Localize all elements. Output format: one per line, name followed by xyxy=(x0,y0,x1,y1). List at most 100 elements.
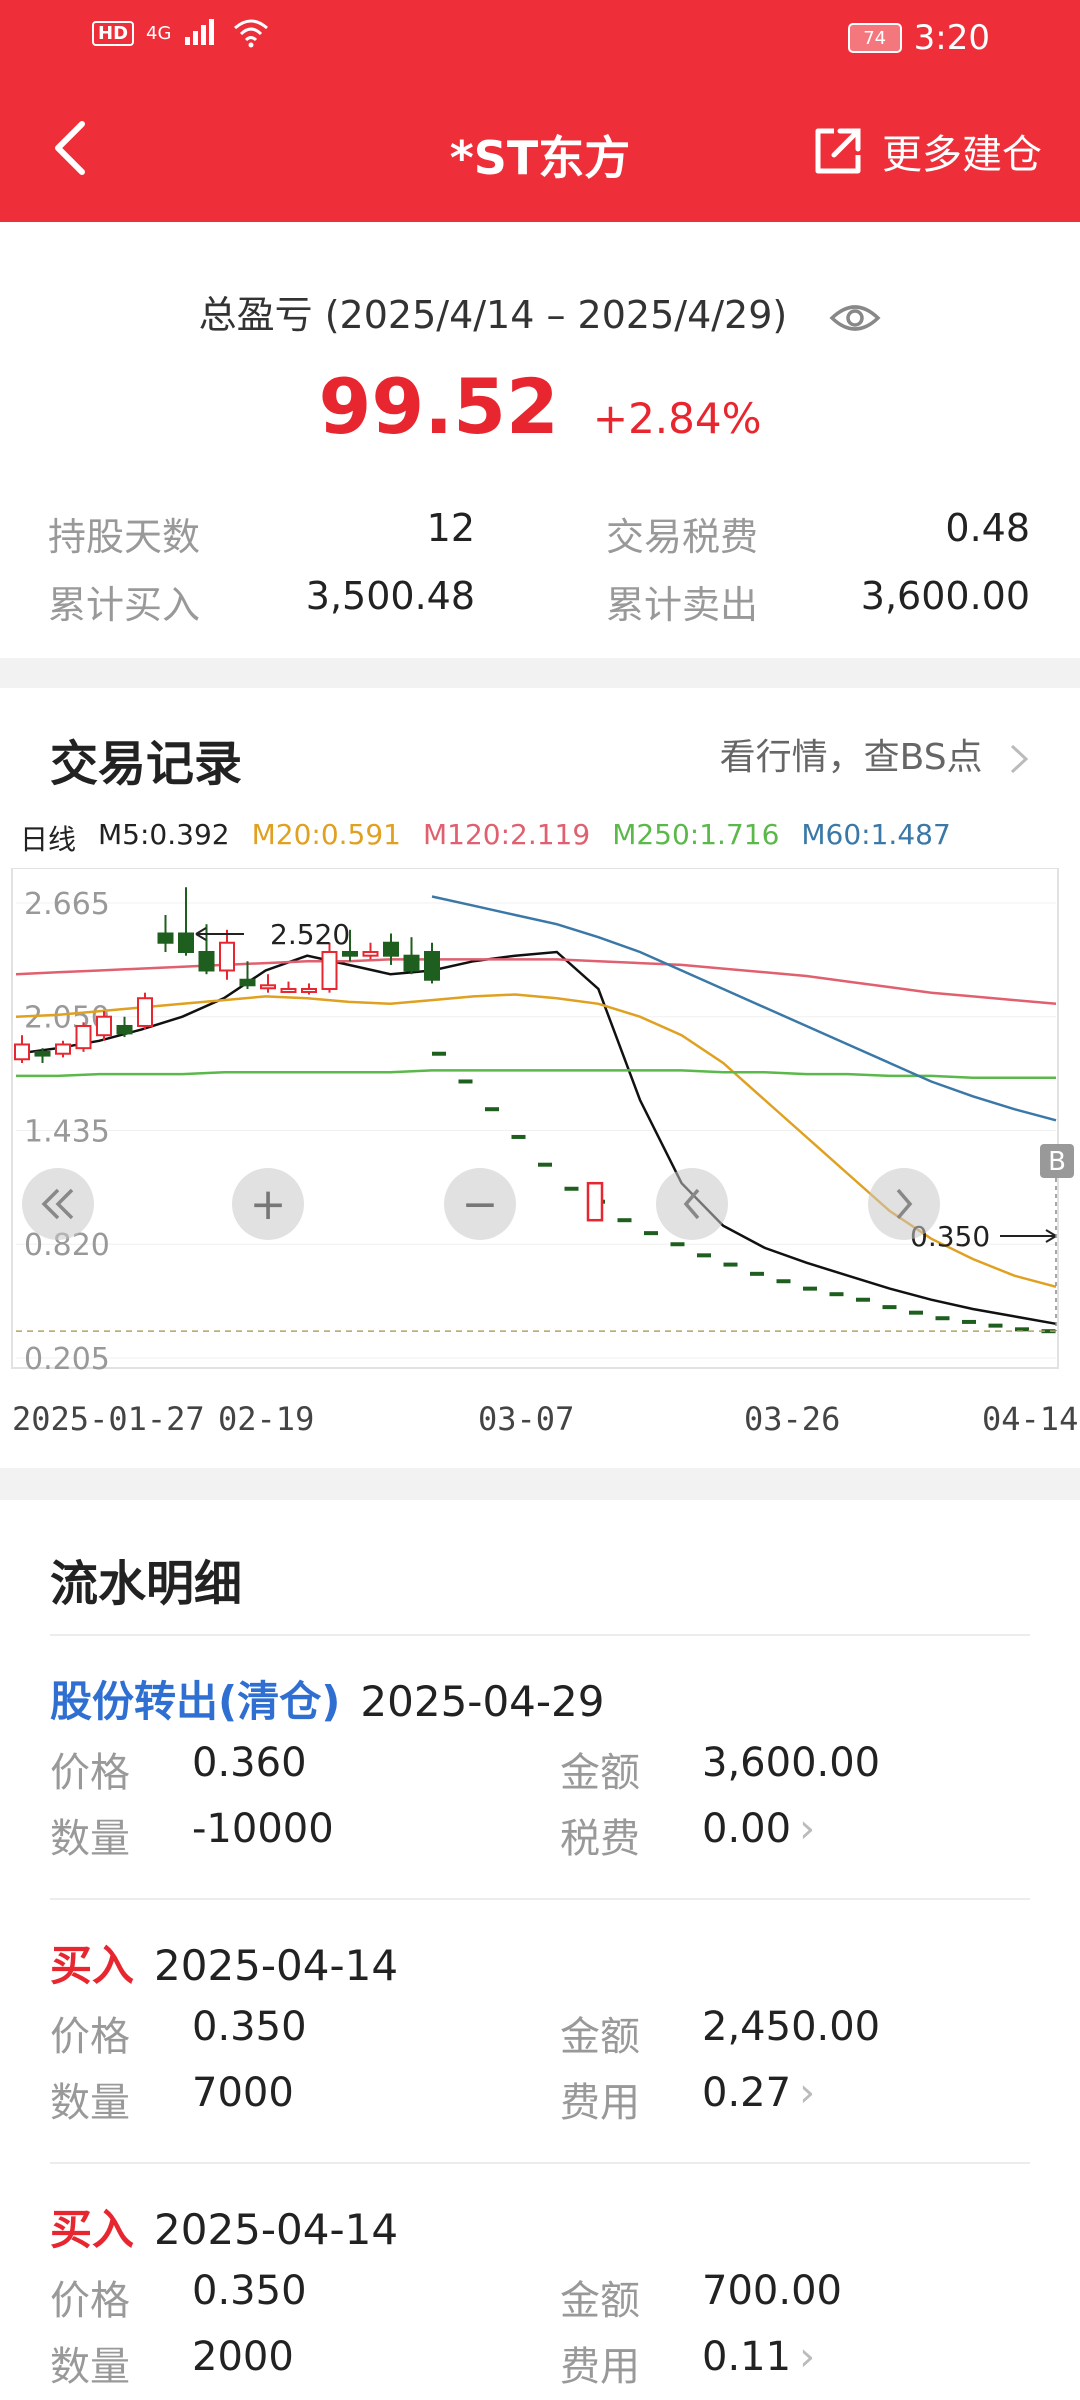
fee-detail[interactable]: 0.11 › xyxy=(702,2334,815,2380)
pl-display: 99.52 +2.84% xyxy=(0,362,1080,451)
ma-line-m120 xyxy=(15,958,1057,1006)
fee-label: 税费 xyxy=(560,1816,640,1862)
buy-marker-label: B xyxy=(1048,1147,1066,1177)
divider xyxy=(50,2162,1030,2164)
flow-date: 2025-04-29 xyxy=(360,1677,605,1726)
flow-date: 2025-04-14 xyxy=(154,2205,399,2254)
amount-value: 3,600.00 xyxy=(702,1740,881,1786)
signal-icon xyxy=(185,19,215,45)
scroll-right-button[interactable] xyxy=(868,1168,940,1240)
price-value: 0.350 xyxy=(192,2268,307,2314)
candle xyxy=(14,1043,30,1061)
battery-level: 74 xyxy=(863,27,887,49)
status-left: HD 4G xyxy=(92,18,271,48)
y-tick-label: 2.050 xyxy=(24,1001,110,1036)
more-build-button[interactable]: 更多建仓 xyxy=(810,122,1042,180)
candle xyxy=(34,1050,51,1057)
network-label: 4G xyxy=(146,22,172,44)
clock: 3:20 xyxy=(913,18,990,58)
chevron-right-icon: › xyxy=(799,2334,816,2380)
x-tick-5: 04-14 xyxy=(982,1400,1079,1438)
stat-label-tax: 交易税费 xyxy=(606,515,759,559)
chevron-right-icon: › xyxy=(799,2070,816,2116)
y-tick-label: 0.205 xyxy=(24,1342,110,1377)
candle xyxy=(219,941,235,972)
x-tick-4: 03-26 xyxy=(744,1400,841,1438)
price-value: 0.350 xyxy=(192,2004,307,2050)
y-tick-label: 1.435 xyxy=(24,1114,110,1149)
flow-entry[interactable]: 股份转出(清仓) 2025-04-29 xyxy=(50,1668,1030,1729)
y-tick-label: 2.665 xyxy=(24,887,110,922)
ma-m20: M20:0.591 xyxy=(251,818,401,851)
stat-value-total-sell: 3,600.00 xyxy=(860,574,1030,618)
pl-percent: +2.84% xyxy=(592,394,762,443)
candle xyxy=(116,1024,133,1035)
share-icon xyxy=(815,128,861,174)
candle xyxy=(342,950,358,957)
amount-label: 金额 xyxy=(560,2014,640,2060)
zoom-in-button[interactable]: + xyxy=(232,1168,304,1240)
top-bar: HD 4G 74 3:20 *ST东方 更多建仓 xyxy=(0,0,1080,222)
status-right: 74 3:20 xyxy=(847,18,990,58)
view-market-label: 看行情，查BS点 xyxy=(719,737,983,778)
candle xyxy=(321,950,338,990)
high-arrow-head xyxy=(195,927,207,941)
candle xyxy=(301,987,317,993)
hd-icon: HD xyxy=(92,20,135,46)
fee-detail[interactable]: 0.00 › xyxy=(702,1806,815,1852)
zoom-out-button[interactable]: − xyxy=(444,1168,516,1240)
stat-label-total-sell: 累计卖出 xyxy=(606,583,759,627)
stat-label-total-buy: 累计买入 xyxy=(48,583,201,627)
scroll-left-button[interactable] xyxy=(656,1168,728,1240)
fee-value: 0.27 xyxy=(702,2070,792,2116)
candle xyxy=(239,978,256,987)
ma-daily: 日线 xyxy=(20,823,77,856)
candle xyxy=(157,932,174,944)
qty-value: 7000 xyxy=(192,2070,294,2116)
fee-detail[interactable]: 0.27 › xyxy=(702,2070,815,2116)
flow-detail-card: 流水明细 股份转出(清仓) 2025-04-29 价格 0.360 金额 3,60… xyxy=(0,1500,1080,2400)
summary-card: 总盈亏 (2025/4/14 – 2025/4/29) 99.52 +2.84% … xyxy=(0,222,1080,658)
flow-type: 买入 xyxy=(50,1941,135,1990)
candle xyxy=(424,950,440,981)
qty-value: 2000 xyxy=(192,2334,294,2380)
minus-icon: − xyxy=(461,1178,499,1230)
flow-entry-head: 股份转出(清仓) 2025-04-29 xyxy=(50,1668,1030,1729)
flow-entry[interactable]: 买入 2025-04-14 xyxy=(50,2196,1030,2257)
view-market-link[interactable]: 看行情，查BS点 xyxy=(720,728,1030,780)
flow-entry-head: 买入 2025-04-14 xyxy=(50,2196,1030,2257)
stat-value-tax: 0.48 xyxy=(945,506,1030,550)
pl-value: 99.52 xyxy=(318,362,559,451)
flow-title: 流水明细 xyxy=(50,1556,243,1612)
stat-value-hold-days: 12 xyxy=(426,506,475,550)
candle xyxy=(280,987,297,993)
candle xyxy=(403,954,420,972)
flow-type: 买入 xyxy=(50,2205,135,2254)
amount-label: 金额 xyxy=(560,2278,640,2324)
high-label: 2.520 xyxy=(270,918,350,951)
ma-line-m60 xyxy=(431,895,1057,1122)
wifi-icon xyxy=(234,19,269,48)
chevron-right-icon xyxy=(1010,744,1029,774)
buy-marker xyxy=(1040,1144,1074,1178)
divider xyxy=(50,1898,1030,1900)
candle xyxy=(75,1024,92,1050)
pl-range: 总盈亏 (2025/4/14 – 2025/4/29) xyxy=(0,284,1080,339)
ma-m120: M120:2.119 xyxy=(422,818,591,851)
fee-label: 费用 xyxy=(560,2344,640,2390)
back-button[interactable] xyxy=(50,118,90,189)
pl-range-label: 总盈亏 (2025/4/14 – 2025/4/29) xyxy=(198,293,788,337)
nav-bar: *ST东方 更多建仓 xyxy=(0,100,1080,200)
qty-label: 数量 xyxy=(50,2344,130,2390)
chevron-left-icon xyxy=(55,121,85,175)
price-label: 价格 xyxy=(50,2278,130,2324)
trade-record-title: 交易记录 xyxy=(50,736,243,792)
amount-label: 金额 xyxy=(560,1750,640,1796)
scroll-left-fast-button[interactable] xyxy=(22,1168,94,1240)
candle xyxy=(96,1015,112,1037)
flow-entry[interactable]: 买入 2025-04-14 xyxy=(50,1932,1030,1993)
chevron-right-icon: › xyxy=(799,1806,816,1852)
eye-icon[interactable] xyxy=(829,302,881,334)
low-arrow-head xyxy=(1045,1229,1057,1243)
